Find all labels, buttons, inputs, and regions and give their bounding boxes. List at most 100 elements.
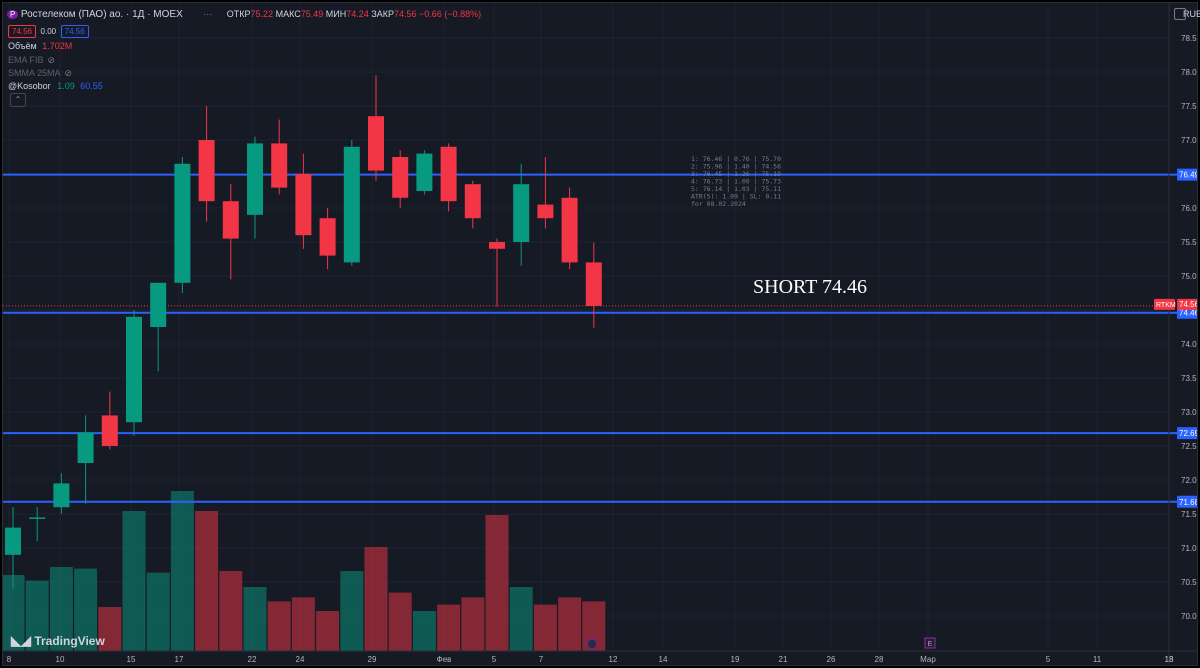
volume-bar	[340, 571, 364, 651]
price-axis-label: 71.00	[1181, 544, 1197, 553]
time-axis-label: 18	[1165, 655, 1174, 664]
time-axis-label: 14	[659, 655, 668, 664]
tradingview-logo-text: TradingView	[34, 634, 105, 648]
compare-icon[interactable]	[1174, 8, 1186, 20]
high-value: 75.49	[300, 9, 324, 19]
candle-body	[150, 282, 167, 327]
level-price-tag	[1177, 168, 1197, 181]
candle-body	[295, 174, 312, 236]
symbol-logo-icon: P	[7, 10, 19, 19]
candle-body	[53, 483, 70, 508]
kosobor-label: @Kosobor	[8, 81, 51, 91]
sma-label: SMMA 25MA	[8, 68, 61, 78]
last-price-tag-text: 74.56	[1179, 300, 1197, 309]
time-axis-label: 13	[1165, 655, 1174, 664]
sell-button[interactable]: 74.56	[8, 25, 37, 38]
price-axis-label: 77.50	[1181, 102, 1197, 111]
eye-hidden-icon[interactable]: ⊘	[47, 55, 56, 65]
time-axis-label: 26	[827, 655, 836, 664]
time-axis-label: 21	[779, 655, 788, 664]
candle-body	[101, 415, 118, 446]
level-price-tag-text: 71.68	[1179, 498, 1197, 507]
time-axis-label: Фев	[437, 655, 452, 664]
time-axis-label: 29	[368, 655, 377, 664]
time-axis-label: 24	[296, 655, 305, 664]
volume-label: Объём	[8, 41, 37, 51]
symbol-title[interactable]: Ростелеком (ПАО) ао. · 1Д · MOEX	[20, 9, 183, 20]
time-axis-label: Мар	[920, 655, 936, 664]
candle-body	[198, 140, 215, 202]
atr-table-row: 5: 76.14 | 1.03 | 75.11	[691, 185, 781, 193]
candle-body	[489, 242, 505, 249]
volume-bar	[509, 587, 533, 651]
candle-body	[319, 218, 336, 256]
candle-body	[174, 163, 191, 283]
volume-bar	[388, 592, 412, 651]
ticker-tag-text: RTKM	[1156, 302, 1176, 309]
candle-body	[5, 527, 21, 555]
volume-bar	[267, 601, 291, 651]
volume-bar	[25, 580, 49, 651]
trade-buttons: 74.56 0.00 74.56	[8, 25, 89, 38]
price-axis-label: 70.00	[1181, 612, 1197, 621]
price-axis-label: 73.00	[1181, 408, 1197, 417]
time-axis-label: 22	[248, 655, 257, 664]
candle-body	[126, 316, 142, 423]
candle-body	[416, 153, 433, 191]
volume-bar	[49, 567, 73, 651]
symbol-header: P Ростелеком (ПАО) ао. · 1Д · MOEX ⋯ ОТК…	[7, 9, 481, 20]
open-label: ОТКР	[226, 9, 251, 19]
tradingview-logo[interactable]: ◣◢ TradingView	[11, 633, 105, 649]
tradingview-logo-icon: ◣◢	[11, 633, 31, 648]
price-axis-label: 77.00	[1181, 136, 1197, 145]
open-value: 75.22	[250, 9, 274, 19]
volume-bar	[316, 611, 340, 651]
kosobor-value-1: 1.09	[57, 81, 75, 91]
spread-value: 0.00	[40, 27, 57, 36]
change-value: −0.66 (−0.88%)	[419, 9, 482, 19]
eye-hidden-icon[interactable]: ⊘	[64, 68, 73, 78]
volume-indicator[interactable]: Объём 1.702M	[8, 41, 72, 51]
volume-bar	[74, 568, 98, 651]
volume-bar	[437, 604, 461, 651]
volume-bar	[146, 572, 170, 651]
time-axis-label: 5	[492, 655, 497, 664]
time-axis-label: 15	[127, 655, 136, 664]
sma-indicator[interactable]: SMMA 25MA ⊘	[8, 68, 72, 79]
collapse-legend-button[interactable]: ⌃	[10, 93, 26, 107]
level-price-tag-text: 76.49	[1179, 171, 1197, 180]
atr-table-row: 4: 76.73 | 1.00 | 75.73	[691, 178, 781, 186]
buy-button[interactable]: 74.56	[60, 25, 89, 38]
earnings-event-icon	[924, 637, 936, 649]
dividend-event-icon	[586, 638, 598, 650]
time-axis-label: 8	[7, 655, 12, 664]
time-axis-label: 5	[1046, 655, 1051, 664]
candlestick-chart[interactable]: 70.0070.5071.0071.5072.0072.5073.0073.50…	[3, 3, 1197, 665]
time-axis-label: 17	[175, 655, 184, 664]
kosobor-indicator[interactable]: @Kosobor 1.09 60.55	[8, 81, 103, 91]
currency-label[interactable]: RUB	[1183, 9, 1200, 19]
volume-bar	[291, 597, 315, 651]
volume-value: 1.702M	[42, 41, 73, 51]
price-axis-label: 78.00	[1181, 68, 1197, 77]
atr-table-row: 2: 75.96 | 1.40 | 74.56	[691, 163, 781, 171]
volume-bar	[219, 571, 243, 651]
volume-bar	[485, 515, 509, 651]
price-axis-label: 71.50	[1181, 510, 1197, 519]
ema-indicator[interactable]: EMA FIB ⊘	[8, 55, 55, 66]
time-axis-label: 12	[609, 655, 618, 664]
candle-body	[271, 143, 288, 188]
time-axis-label: 11	[1093, 655, 1102, 664]
candle-body	[392, 157, 409, 198]
kosobor-value-2: 60.55	[80, 81, 103, 91]
volume-bar	[364, 547, 388, 651]
last-price-tag	[1177, 298, 1197, 310]
settings-icon[interactable]: ⋯	[203, 9, 213, 19]
atr-table-row: 3: 76.45 | 1.26 | 75.19	[691, 170, 781, 178]
chevron-up-icon: ⌃	[14, 95, 22, 104]
low-value: 74.24	[346, 9, 369, 19]
candle-body	[77, 432, 94, 463]
volume-bar	[243, 587, 267, 651]
price-axis-label: 74.00	[1181, 340, 1197, 349]
